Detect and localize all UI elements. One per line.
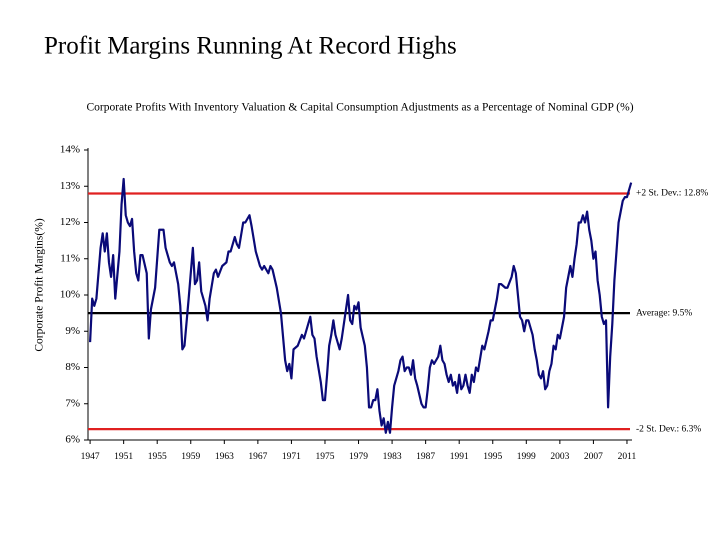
y-tick-label: 9% (65, 325, 80, 337)
chart-title: Profit Margins Running At Record Highs (44, 33, 457, 60)
x-tick-label: 1987 (416, 452, 435, 462)
reference-label: -2 St. Dev.: 6.3% (636, 424, 701, 434)
x-tick-label: 1955 (148, 452, 167, 462)
chart-subtitle: Corporate Profits With Inventory Valuati… (86, 102, 633, 114)
y-tick-label: 6% (65, 434, 80, 446)
x-tick-label: 1963 (215, 452, 234, 462)
y-tick-label: 10% (60, 289, 80, 301)
x-tick-label: 1991 (450, 452, 469, 462)
data-line (89, 177, 633, 434)
reference-label: Average: 9.5% (636, 308, 692, 318)
y-tick-label: 14% (60, 144, 80, 156)
y-tick-label: 7% (65, 397, 80, 409)
x-tick-label: 2011 (618, 452, 637, 462)
x-tick-label: 2007 (584, 452, 603, 462)
y-tick-label: 11% (60, 252, 80, 264)
x-tick-label: 1979 (349, 452, 368, 462)
x-tick-label: 1951 (114, 452, 133, 462)
x-tick-label: 1999 (517, 452, 536, 462)
x-tick-label: 1967 (248, 452, 267, 462)
x-tick-label: 2003 (550, 452, 569, 462)
x-tick-label: 1971 (282, 452, 301, 462)
y-tick-label: 12% (60, 216, 80, 228)
y-tick-label: 13% (60, 180, 80, 192)
x-tick-label: 1947 (81, 452, 100, 462)
x-tick-label: 1983 (383, 452, 402, 462)
y-tick-label: 8% (65, 361, 80, 373)
x-tick-label: 1995 (483, 452, 502, 462)
reference-label: +2 St. Dev.: 12.8% (636, 189, 708, 199)
x-tick-label: 1959 (181, 452, 200, 462)
y-axis-label: Corporate Profit Margins(%) (34, 218, 46, 351)
x-tick-label: 1975 (315, 452, 334, 462)
